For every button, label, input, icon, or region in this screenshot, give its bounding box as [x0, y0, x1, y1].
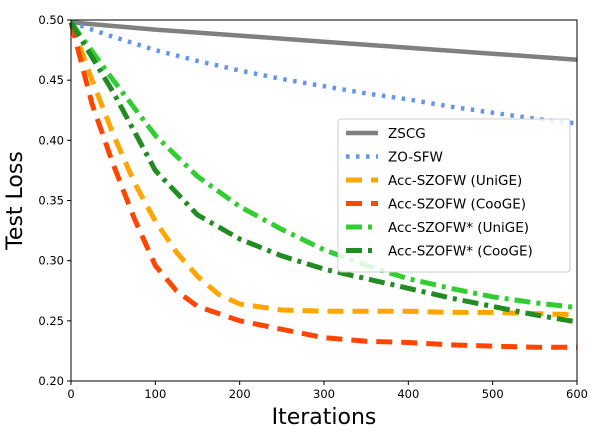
legend: ZSCG ZO-SFW Acc-SZOFW (UniGE) Acc-SZOFW (Co… — [337, 118, 571, 273]
legend-label-acc-szofw-unige: Acc-SZOFW (UniGE) — [388, 173, 522, 189]
y-tick-label: 0.25 — [38, 314, 64, 328]
y-tick-label: 0.40 — [38, 133, 64, 147]
legend-box — [337, 118, 571, 273]
x-tick-label: 0 — [67, 387, 74, 401]
y-tick-label: 0.50 — [38, 13, 64, 27]
legend-label-acc-szofw-star-cooge: Acc-SZOFW* (CooGE) — [388, 244, 533, 260]
y-axis-title: Test Loss — [3, 151, 28, 251]
series-line-zscg — [70, 20, 578, 62]
x-axis-title: Iterations — [272, 405, 377, 430]
series-line-zo-sfw — [70, 20, 578, 126]
legend-label-zo-sfw: ZO-SFW — [388, 150, 443, 166]
x-tick-label: 100 — [144, 387, 166, 401]
y-tick-label: 0.35 — [38, 194, 64, 208]
legend-label-zscg: ZSCG — [388, 126, 426, 142]
series-line-acc-szofw-star-cooge — [68, 21, 578, 325]
axis-ticks: 0 100 200 300 400 500 600 0.20 0.25 0.30 0.35 0.40 0… — [38, 13, 588, 401]
x-tick-label: 200 — [229, 387, 251, 401]
x-tick-label: 600 — [566, 387, 588, 401]
y-tick-label: 0.30 — [38, 254, 64, 268]
series-line-acc-szofw-star-unige — [68, 20, 578, 311]
x-tick-label: 500 — [482, 387, 504, 401]
x-tick-label: 400 — [397, 387, 419, 401]
series-layer — [68, 20, 578, 350]
series-line-acc-szofw-cooge — [68, 21, 577, 350]
legend-label-acc-szofw-star-unige: Acc-SZOFW* (UniGE) — [388, 220, 529, 236]
series-line-acc-szofw-unige — [68, 21, 578, 318]
y-tick-label: 0.20 — [38, 374, 64, 388]
legend-label-acc-szofw-cooge: Acc-SZOFW (CooGE) — [388, 197, 526, 213]
x-tick-label: 300 — [313, 387, 335, 401]
y-tick-label: 0.45 — [38, 73, 64, 87]
